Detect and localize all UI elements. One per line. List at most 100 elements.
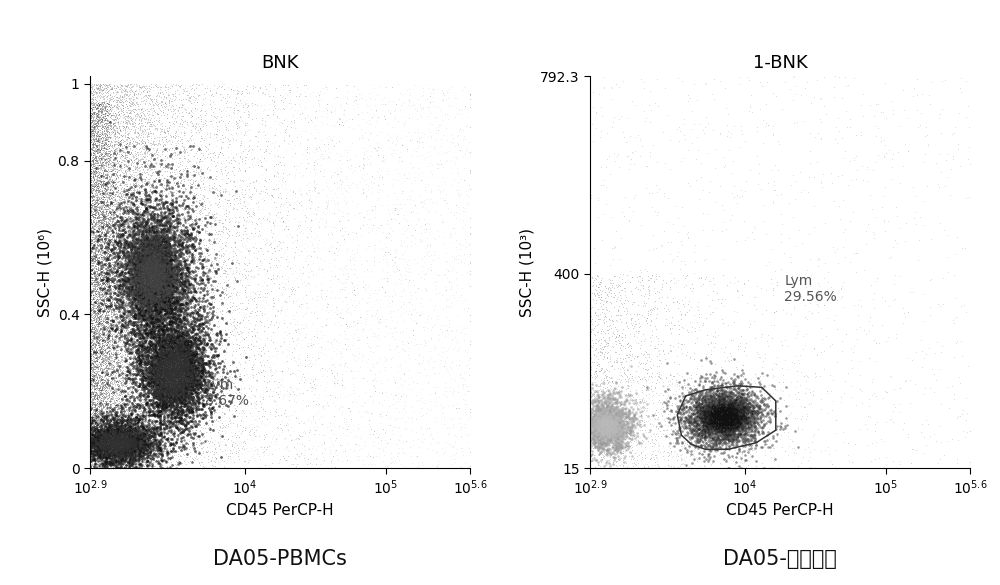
Point bbox=[710, 399, 726, 408]
Point bbox=[150, 284, 166, 294]
Point bbox=[144, 278, 160, 287]
Point bbox=[596, 415, 612, 425]
Point bbox=[147, 269, 163, 278]
Point bbox=[160, 376, 176, 386]
Point bbox=[125, 402, 141, 411]
Point bbox=[596, 437, 612, 446]
Point bbox=[591, 442, 607, 452]
Point bbox=[708, 416, 724, 425]
Point bbox=[92, 430, 108, 439]
Point bbox=[149, 245, 165, 254]
Point bbox=[89, 343, 105, 353]
Point bbox=[366, 240, 382, 250]
Point bbox=[144, 274, 160, 284]
Point bbox=[729, 414, 745, 423]
Point bbox=[129, 133, 145, 142]
Point bbox=[167, 346, 183, 356]
Point bbox=[163, 351, 179, 360]
Point bbox=[168, 368, 184, 377]
Point bbox=[152, 455, 168, 464]
Point bbox=[84, 387, 100, 396]
Point bbox=[731, 394, 747, 404]
Point bbox=[143, 440, 159, 449]
Point bbox=[729, 405, 745, 415]
Point bbox=[95, 316, 111, 326]
Point bbox=[626, 418, 642, 427]
Point bbox=[154, 274, 170, 283]
Point bbox=[138, 114, 154, 123]
Point bbox=[167, 300, 183, 309]
Point bbox=[99, 311, 115, 321]
Point bbox=[161, 384, 177, 394]
Point bbox=[140, 245, 156, 254]
Point bbox=[119, 441, 135, 450]
Point bbox=[177, 369, 193, 378]
Point bbox=[99, 442, 115, 452]
Point bbox=[720, 397, 736, 407]
Point bbox=[583, 457, 599, 466]
Point bbox=[169, 361, 185, 370]
Point bbox=[82, 415, 98, 424]
Point bbox=[709, 417, 725, 426]
Point bbox=[167, 363, 183, 373]
Point bbox=[182, 368, 198, 377]
Point bbox=[96, 199, 112, 209]
Point bbox=[294, 371, 310, 381]
Point bbox=[102, 421, 118, 430]
Point bbox=[106, 434, 122, 443]
Point bbox=[99, 274, 115, 283]
Point bbox=[164, 270, 180, 279]
Point bbox=[117, 344, 133, 353]
Point bbox=[150, 358, 166, 367]
Point bbox=[716, 422, 732, 431]
Point bbox=[597, 429, 613, 438]
Point bbox=[102, 445, 118, 455]
Point bbox=[716, 404, 732, 413]
Point bbox=[168, 383, 184, 392]
Point bbox=[692, 370, 708, 380]
Point bbox=[712, 412, 728, 422]
Point bbox=[172, 360, 188, 370]
Point bbox=[652, 397, 668, 407]
Point bbox=[156, 425, 172, 434]
Point bbox=[101, 446, 117, 455]
Point bbox=[177, 83, 193, 92]
Point bbox=[164, 372, 180, 381]
Point bbox=[725, 408, 741, 418]
Point bbox=[721, 413, 737, 422]
Point bbox=[135, 281, 151, 290]
Point bbox=[117, 442, 133, 451]
Point bbox=[115, 301, 131, 311]
Point bbox=[609, 422, 625, 431]
Point bbox=[103, 275, 119, 284]
Point bbox=[696, 406, 712, 415]
Point bbox=[233, 415, 249, 425]
Point bbox=[130, 434, 146, 443]
Point bbox=[97, 443, 113, 453]
Point bbox=[227, 86, 243, 95]
Point bbox=[82, 170, 98, 180]
Point bbox=[127, 252, 143, 261]
Point bbox=[157, 276, 173, 285]
Point bbox=[102, 452, 118, 461]
Point bbox=[607, 408, 623, 417]
Point bbox=[718, 413, 734, 422]
Point bbox=[708, 435, 724, 445]
Point bbox=[335, 313, 351, 322]
Point bbox=[110, 412, 126, 421]
Point bbox=[103, 445, 119, 454]
Point bbox=[693, 402, 709, 411]
Point bbox=[82, 349, 98, 358]
Point bbox=[142, 293, 158, 302]
Point bbox=[608, 429, 624, 438]
Point bbox=[138, 266, 154, 275]
Point bbox=[729, 401, 745, 411]
Point bbox=[169, 357, 185, 367]
Point bbox=[708, 410, 724, 419]
Point bbox=[115, 430, 131, 439]
Point bbox=[161, 285, 177, 294]
Point bbox=[84, 223, 100, 232]
Point bbox=[169, 310, 185, 319]
Point bbox=[175, 370, 191, 379]
Point bbox=[120, 432, 136, 441]
